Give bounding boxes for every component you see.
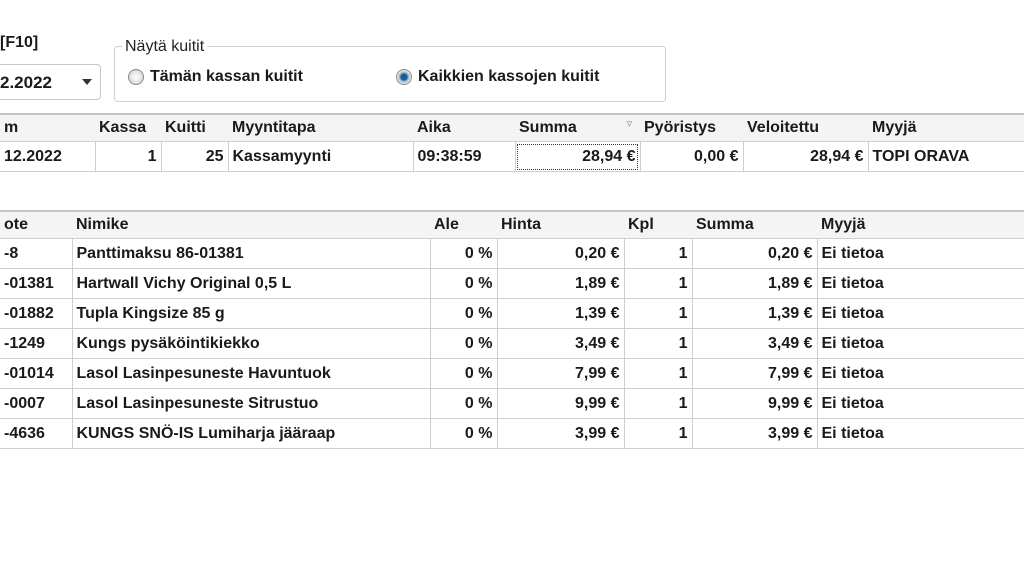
table-cell: 3,99 € xyxy=(692,418,818,449)
table-cell: Kassamyynti xyxy=(228,141,414,172)
table-cell: -0007 xyxy=(0,388,73,419)
table-cell: 0 % xyxy=(430,268,498,299)
table-cell: 1 xyxy=(624,388,693,419)
radio-this-register[interactable]: Tämän kassan kuitit xyxy=(128,68,303,86)
table-cell: -01882 xyxy=(0,298,73,329)
table-cell: 3,99 € xyxy=(497,418,625,449)
table-cell: 0 % xyxy=(430,388,498,419)
table-cell: 1 xyxy=(624,238,693,269)
table-cell: 0 % xyxy=(430,358,498,389)
column-header[interactable]: Ale xyxy=(430,210,497,239)
table-cell: 0 % xyxy=(430,238,498,269)
table-cell: 25 xyxy=(161,141,229,172)
table-cell: 1 xyxy=(624,358,693,389)
table-cell: -1249 xyxy=(0,328,73,359)
table-cell: 0 % xyxy=(430,328,498,359)
show-receipts-group xyxy=(114,46,666,102)
column-header[interactable]: Aika xyxy=(413,113,515,142)
table-cell: 0,00 € xyxy=(640,141,744,172)
table-cell: Kungs pysäköintikiekko xyxy=(72,328,431,359)
column-header[interactable]: Myyjä xyxy=(817,210,1024,239)
column-header[interactable]: Myyjä xyxy=(868,113,1024,142)
table-cell: 1,89 € xyxy=(497,268,625,299)
table-cell: 0 % xyxy=(430,418,498,449)
table-cell: 12.2022 xyxy=(0,141,96,172)
table-row[interactable]: -01014 Lasol Lasinpesuneste Havuntuok 0 % 7… xyxy=(0,358,1024,389)
chevron-down-icon xyxy=(82,79,92,85)
column-header[interactable]: Myyntitapa xyxy=(228,113,413,142)
table-cell: -4636 xyxy=(0,418,73,449)
column-header[interactable]: Kassa xyxy=(95,113,161,142)
table-cell: 28,94 € xyxy=(743,141,869,172)
table-cell: Ei tietoa xyxy=(817,418,1024,449)
receipt-lines-table: ote Nimike Ale Hinta Kpl Summa Myyjä -8 Panttima… xyxy=(0,210,1024,449)
table-cell: 1 xyxy=(624,418,693,449)
table-row[interactable]: 12.2022 1 25 Kassamyynti 09:38:59 28,94 €0,00… xyxy=(0,141,1024,172)
table-cell: Lasol Lasinpesuneste Havuntuok xyxy=(72,358,431,389)
radio-label: Kaikkien kassojen kuitit xyxy=(418,68,600,85)
column-header[interactable]: Nimike xyxy=(72,210,430,239)
table-cell: 0 % xyxy=(430,298,498,329)
column-header[interactable]: ote xyxy=(0,210,72,239)
column-header[interactable]: Hinta xyxy=(497,210,624,239)
table-cell: Ei tietoa xyxy=(817,388,1024,419)
table-row[interactable]: -4636 KUNGS SNÖ-IS Lumiharja jääraap 0 % 3,… xyxy=(0,418,1024,449)
table-cell: 7,99 € xyxy=(692,358,818,389)
column-header[interactable]: Summa xyxy=(692,210,817,239)
table-cell: 0,20 € xyxy=(497,238,625,269)
table-cell: 1,39 € xyxy=(497,298,625,329)
date-value: 2.2022 xyxy=(0,73,52,92)
table-cell: TOPI ORAVA xyxy=(868,141,1024,172)
table-cell: Ei tietoa xyxy=(817,268,1024,299)
column-header[interactable]: Summa ▿ xyxy=(515,113,640,142)
table-cell: KUNGS SNÖ-IS Lumiharja jääraap xyxy=(72,418,431,449)
table-cell: -01381 xyxy=(0,268,73,299)
table-cell: 1 xyxy=(624,328,693,359)
show-receipts-label: Näytä kuitit xyxy=(122,38,208,56)
table-cell: Ei tietoa xyxy=(817,238,1024,269)
radio-all-registers[interactable]: Kaikkien kassojen kuitit xyxy=(396,68,599,86)
header-row: m Kassa Kuitti Myyntitapa Aika Summa ▿ Pyöristy… xyxy=(0,113,1024,142)
date-dropdown[interactable]: 2.2022 xyxy=(0,64,101,100)
column-header[interactable]: Kpl xyxy=(624,210,692,239)
table-cell: 28,94 € xyxy=(515,141,641,172)
table-cell: Hartwall Vichy Original 0,5 L xyxy=(72,268,431,299)
table-cell: Ei tietoa xyxy=(817,298,1024,329)
table-cell: Ei tietoa xyxy=(817,358,1024,389)
table-cell: 3,49 € xyxy=(692,328,818,359)
table-cell: 1,89 € xyxy=(692,268,818,299)
radio-icon[interactable] xyxy=(128,69,144,85)
table-cell: 1,39 € xyxy=(692,298,818,329)
shortcut-label: [F10] xyxy=(0,34,39,51)
receipts-table: m Kassa Kuitti Myyntitapa Aika Summa ▿ Pyöristy… xyxy=(0,113,1024,172)
table-cell: 09:38:59 xyxy=(413,141,516,172)
column-header[interactable]: Veloitettu xyxy=(743,113,868,142)
table-cell: Panttimaksu 86-01381 xyxy=(72,238,431,269)
table-row[interactable]: -1249 Kungs pysäköintikiekko 0 % 3,49 €1 3,4… xyxy=(0,328,1024,359)
table-cell: 1 xyxy=(95,141,162,172)
table-cell: 1 xyxy=(624,298,693,329)
table-row[interactable]: -0007 Lasol Lasinpesuneste Sitrustuo 0 % 9,… xyxy=(0,388,1024,419)
table-cell: 7,99 € xyxy=(497,358,625,389)
table-cell: Lasol Lasinpesuneste Sitrustuo xyxy=(72,388,431,419)
table-cell: Tupla Kingsize 85 g xyxy=(72,298,431,329)
table-cell: 1 xyxy=(624,268,693,299)
header-row: ote Nimike Ale Hinta Kpl Summa Myyjä xyxy=(0,210,1024,239)
column-header[interactable]: Kuitti xyxy=(161,113,228,142)
sort-icon: ▿ xyxy=(626,118,632,130)
table-cell: 0,20 € xyxy=(692,238,818,269)
table-cell: Ei tietoa xyxy=(817,328,1024,359)
column-header[interactable]: m xyxy=(0,113,95,142)
table-cell: 3,49 € xyxy=(497,328,625,359)
radio-label: Tämän kassan kuitit xyxy=(150,68,303,85)
table-cell: -01014 xyxy=(0,358,73,389)
column-header[interactable]: Pyöristys xyxy=(640,113,743,142)
table-cell: 9,99 € xyxy=(692,388,818,419)
table-cell: -8 xyxy=(0,238,73,269)
table-cell: 9,99 € xyxy=(497,388,625,419)
table-row[interactable]: -8 Panttimaksu 86-01381 0 % 0,20 €1 0,20 € Ei… xyxy=(0,238,1024,269)
radio-selected-icon[interactable] xyxy=(396,69,412,85)
